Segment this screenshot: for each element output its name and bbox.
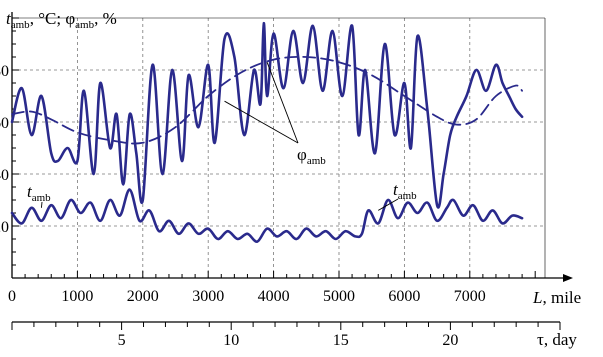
x2-tick-label: 10: [223, 332, 239, 349]
y-tick-label: 80: [0, 63, 9, 80]
t-right-leader-line: [378, 198, 399, 211]
grid: [12, 18, 545, 278]
x-axis-title: L, mile: [532, 288, 581, 307]
x2-tick-label: 20: [442, 332, 458, 349]
x-tick-label: 7000: [454, 288, 486, 305]
x-tick-label: 6000: [388, 288, 420, 305]
phi-leader-line: [266, 62, 299, 144]
x-tick-label: 0: [8, 288, 16, 305]
y-tick-label: 20: [0, 219, 9, 236]
x-tick-label: 3000: [192, 288, 224, 305]
x2-axis-title: τ, day: [537, 330, 577, 349]
series-line-phi-trend: [11, 55, 523, 145]
x2-tick-label: 15: [333, 332, 349, 349]
t-amb-annotation-right: tamb: [393, 180, 417, 202]
y-tick-label: 40: [0, 167, 9, 184]
x-tick-label: 2000: [127, 288, 159, 305]
x2-tick-label: 5: [118, 332, 126, 349]
y-tick-label: 60: [0, 115, 9, 132]
y-axis-title: tamb, °C; φamb, %: [6, 9, 117, 31]
x-tick-label: 4000: [258, 288, 290, 305]
series-line-t-measured: [10, 188, 524, 243]
phi-amb-annotation: φamb: [297, 145, 326, 167]
t-amb-annotation-left: tamb: [27, 182, 51, 204]
series-layer: [10, 21, 524, 243]
labels: 0 1000 2000 3000 4000 5000 6000 7000 20 40 60 80 5 10…: [0, 62, 486, 349]
phi-leader-line: [224, 100, 299, 144]
x-tick-label: 1000: [61, 288, 93, 305]
series-line-phi-measured: [10, 21, 524, 209]
x-axis-arrow: [563, 274, 573, 282]
t-left-leader-line: [40, 201, 43, 208]
axes: [11, 12, 573, 330]
x-tick-label: 5000: [323, 288, 355, 305]
